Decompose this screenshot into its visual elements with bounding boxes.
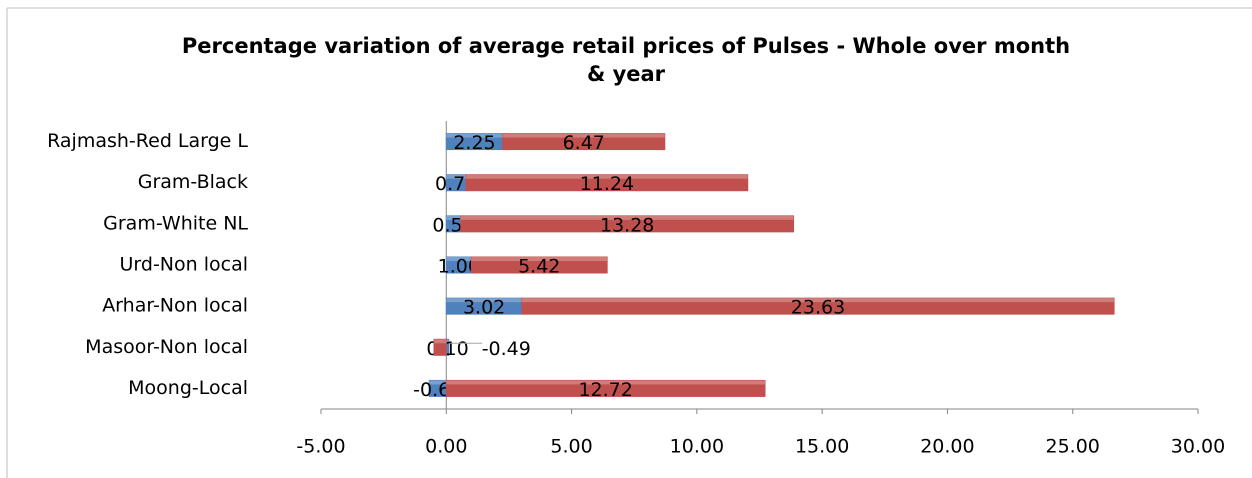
bar-highlight [460, 215, 794, 220]
data-label: 23.63 [791, 297, 845, 319]
bar [521, 297, 1115, 315]
bar-highlight [502, 133, 665, 138]
bar-highlight [521, 298, 1115, 303]
data-label: 6.47 [563, 132, 605, 154]
bar-highlight [466, 174, 748, 179]
data-label: 5.42 [518, 256, 560, 278]
bar-highlight [429, 380, 447, 385]
x-tick-label: 0.00 [425, 436, 467, 458]
bar-highlight [446, 298, 522, 303]
x-tick-label: 30.00 [1171, 436, 1225, 458]
data-label: 13.28 [600, 214, 654, 236]
bar [445, 379, 766, 397]
bar [470, 256, 608, 274]
y-tick-label: Moong-Local [128, 377, 248, 399]
y-tick-label: Gram-Black [138, 171, 248, 193]
x-tick-label: 5.00 [550, 436, 592, 458]
bar-highlight [471, 257, 608, 261]
bar-highlight [446, 215, 461, 220]
bar-highlight [446, 257, 472, 261]
data-label: 1.00 [438, 256, 480, 278]
data-label: 2.25 [453, 132, 495, 154]
bar [465, 174, 749, 192]
bar [433, 338, 447, 356]
y-tick-label: Urd-Non local [120, 254, 249, 276]
data-label: -0.49 [482, 338, 531, 360]
chart-title: Percentage variation of average retail p… [181, 34, 1071, 86]
y-tick-label: Rajmash-Red Large L [47, 130, 248, 152]
x-tick-label: 25.00 [1046, 436, 1100, 458]
x-tick-label: 15.00 [795, 436, 849, 458]
x-tick-label: 20.00 [920, 436, 974, 458]
x-tick-label: 10.00 [670, 436, 724, 458]
bar-highlight [446, 133, 503, 138]
bar-highlight [434, 339, 447, 344]
bar-highlight [446, 174, 467, 179]
data-label: 11.24 [580, 173, 634, 195]
data-label: 0.10 [426, 338, 468, 360]
bar-highlight [446, 380, 766, 385]
y-tick-label: Arhar-Non local [102, 295, 248, 317]
y-tick-label: Masoor-Non local [85, 336, 248, 358]
bar [460, 215, 795, 233]
bar [502, 133, 666, 151]
data-label: 12.72 [578, 379, 632, 401]
bar-highlight [446, 339, 449, 344]
x-tick-label: -5.00 [296, 436, 345, 458]
y-tick-label: Gram-White NL [103, 212, 248, 234]
data-label: 3.02 [463, 297, 505, 319]
